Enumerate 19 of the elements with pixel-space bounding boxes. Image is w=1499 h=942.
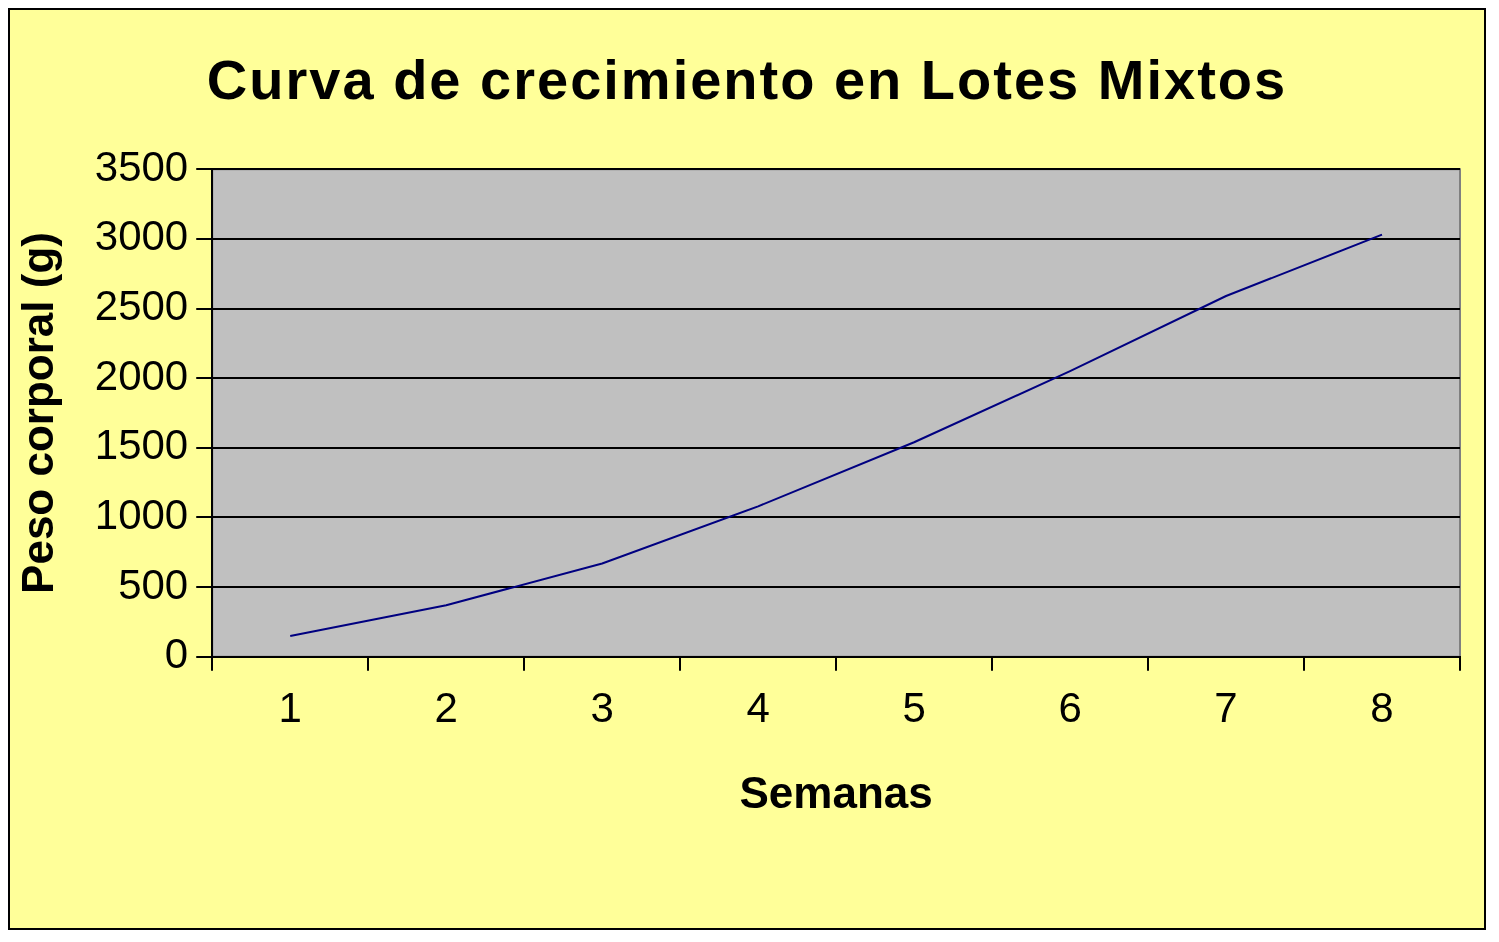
y-tick-label: 1500 [94,421,189,469]
chart-title: Curva de crecimiento en Lotes Mixtos [205,47,1289,113]
y-tick-label: 3000 [94,212,189,260]
y-tick-label: 0 [164,630,189,678]
x-tick-label: 2 [434,683,458,731]
y-axis-title: Peso corporal (g) [12,232,62,594]
y-tick-label: 3500 [94,142,189,190]
x-tick-label: 7 [1214,683,1238,731]
x-axis-title: Semanas [739,767,933,817]
y-tick-label: 500 [118,560,189,608]
y-tick-label: 2000 [94,351,189,399]
x-tick-label: 5 [902,683,926,731]
y-tick-label: 2500 [94,282,189,330]
x-tick-label: 1 [278,683,302,731]
x-tick-label: 8 [1370,683,1394,731]
x-tick-label: 3 [590,683,614,731]
x-tick-label: 6 [1058,683,1082,731]
y-tick-label: 1000 [94,491,189,539]
x-tick-label: 4 [746,683,770,731]
